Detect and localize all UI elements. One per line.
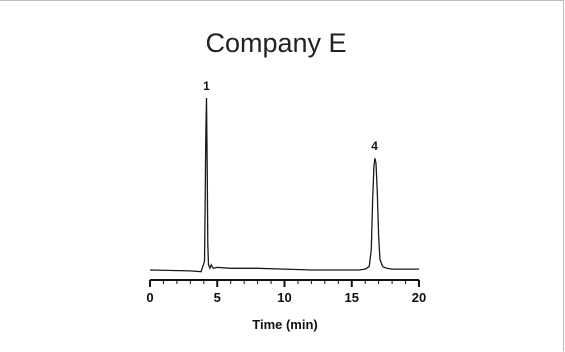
x-tick-label-10: 10 (277, 290, 291, 305)
x-tick-label-0: 0 (146, 290, 153, 305)
chart-title: Company E (205, 28, 346, 58)
peak-labels: 14 (203, 79, 378, 153)
peak-label-1: 1 (203, 79, 210, 93)
x-axis-ticks: 0 5 10 15 20 (146, 280, 426, 305)
plot-area (149, 97, 419, 273)
x-tick-label-5: 5 (214, 290, 221, 305)
x-tick-label-15: 15 (345, 290, 359, 305)
chromatogram-trace-0 (149, 97, 419, 273)
x-tick-label-20: 20 (412, 290, 426, 305)
peak-label-4: 4 (371, 139, 378, 153)
x-axis-label: Time (min) (252, 317, 318, 332)
